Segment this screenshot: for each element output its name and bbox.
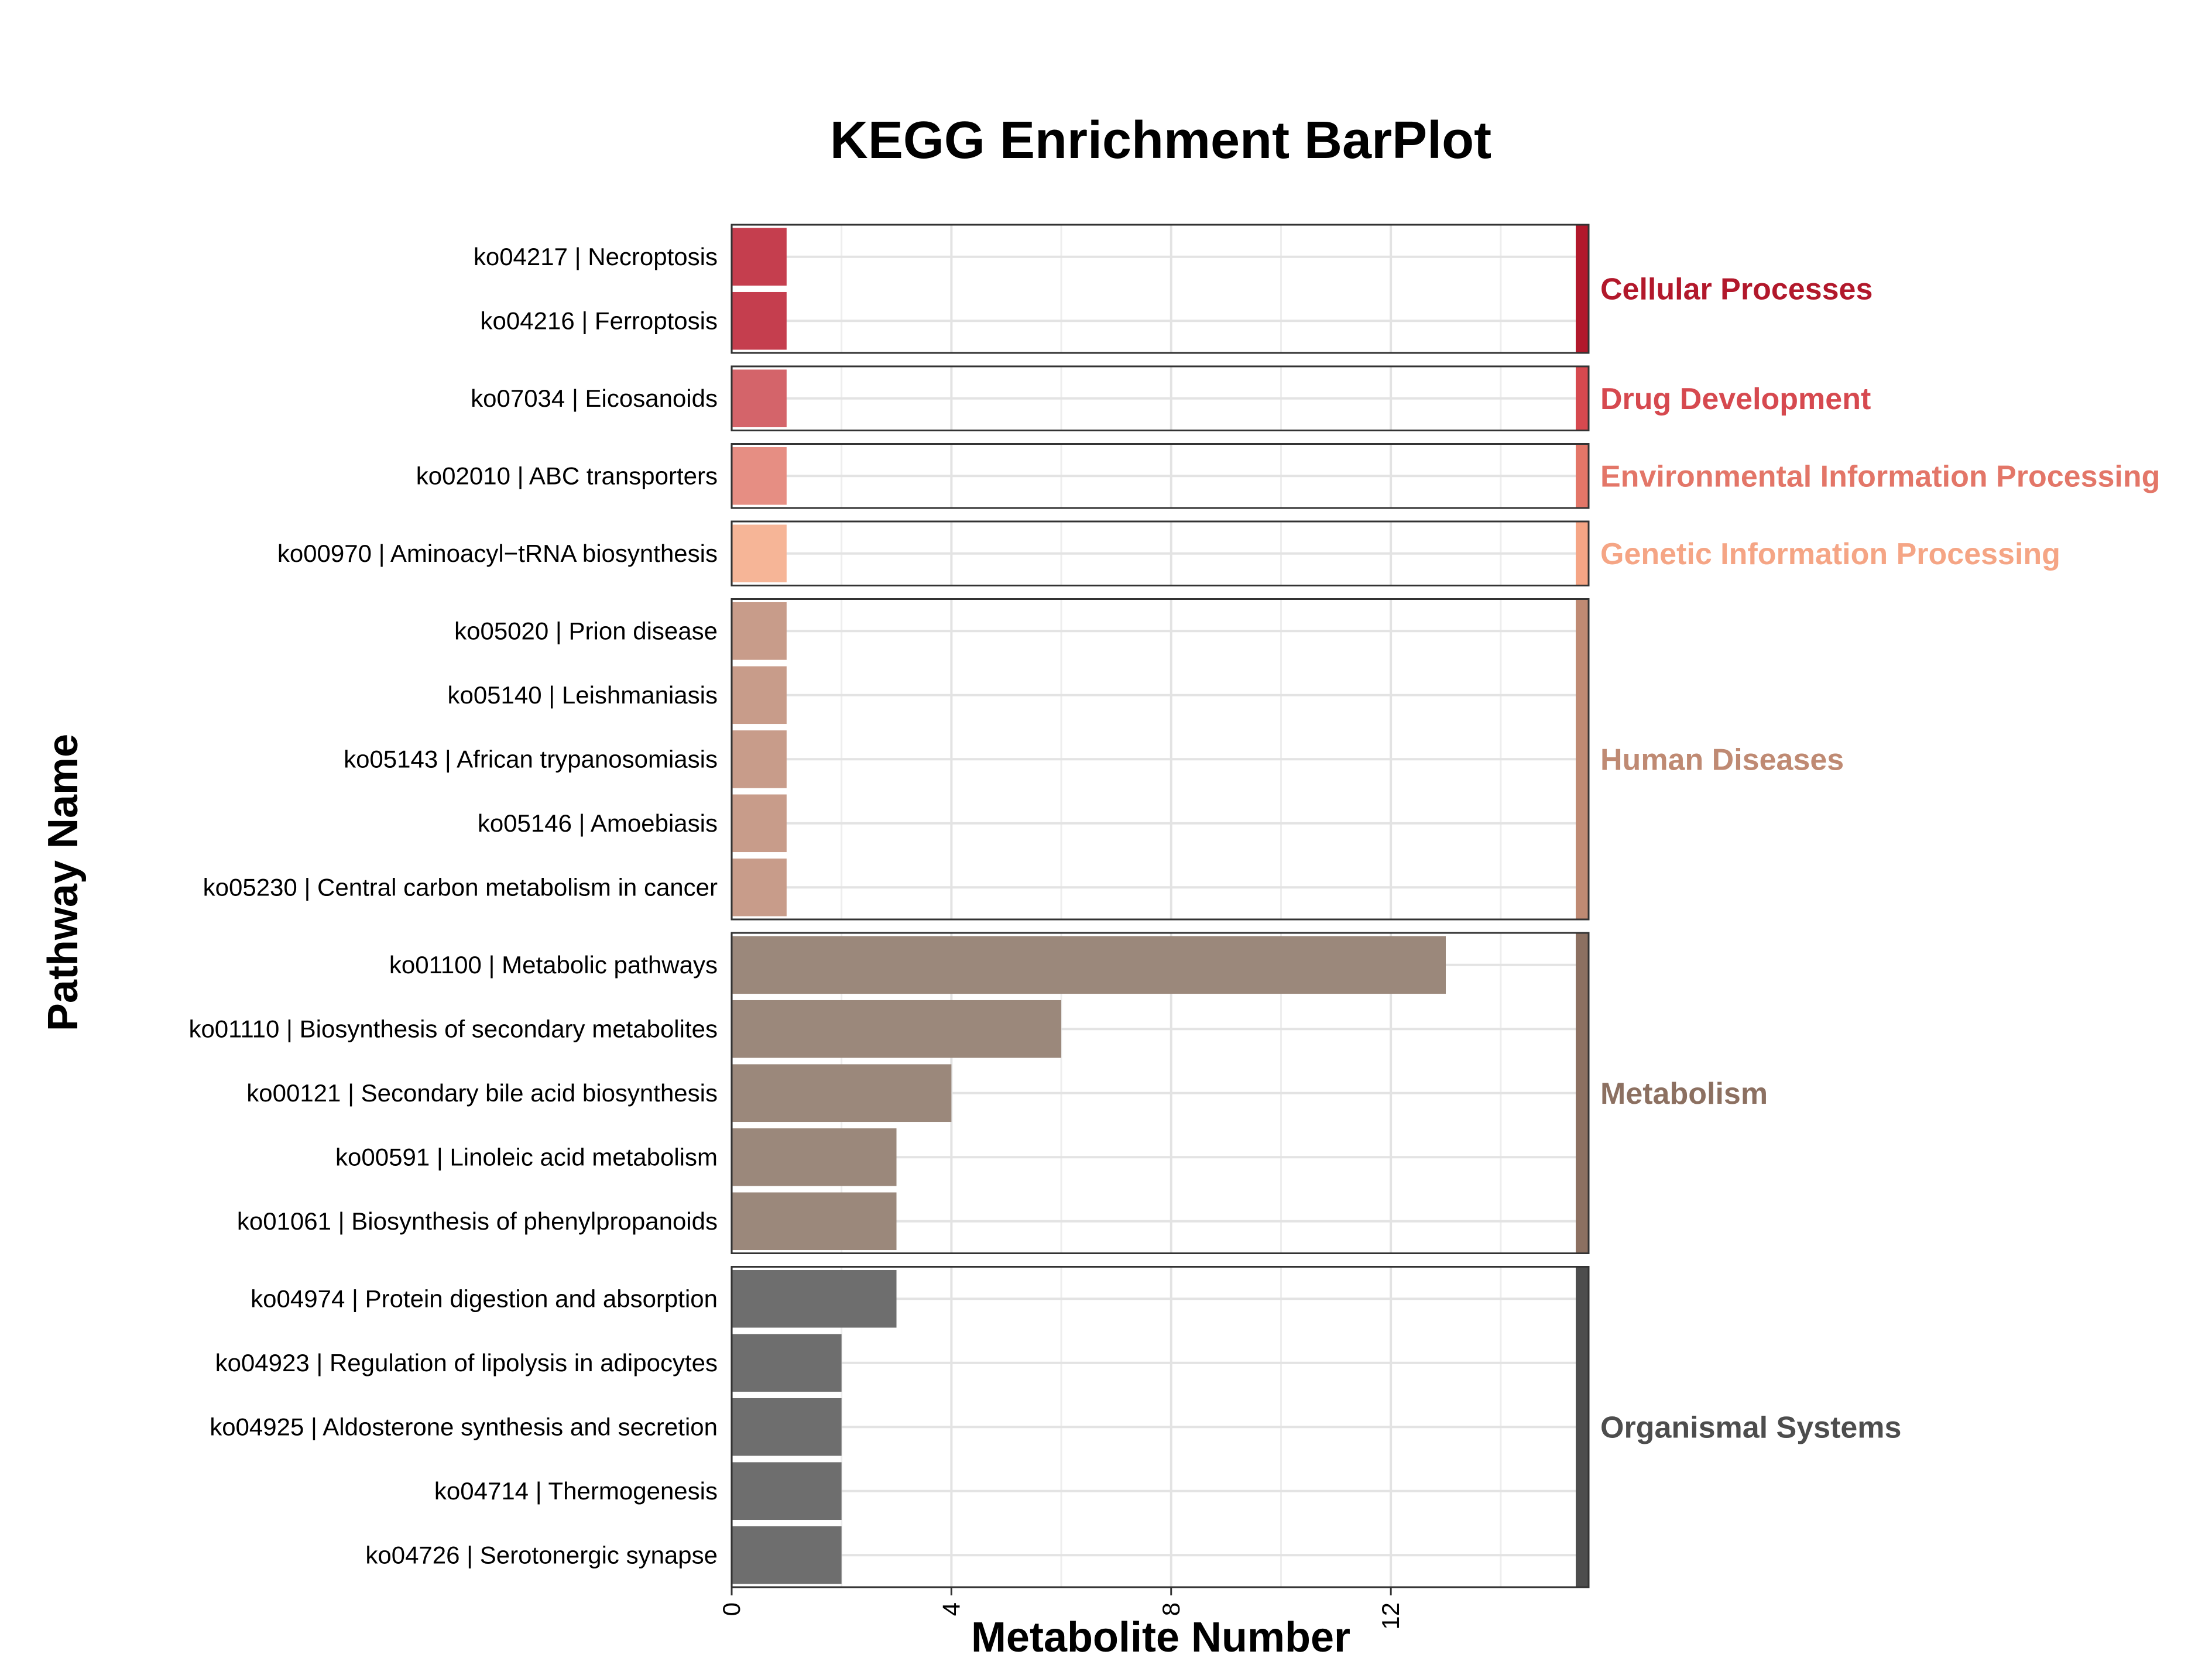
bar [732,858,787,916]
facet-panel: ko00970 | Aminoacyl−tRNA biosynthesis Gen… [277,520,2060,586]
panel-border [731,1266,1590,1588]
y-tick-label: ko04925 | Aldosterone synthesis and secr… [210,1413,718,1440]
bar [732,602,787,660]
x-axis: 0 4 8 12 [718,1587,1404,1630]
y-tick-label: ko04726 | Serotonergic synapse [365,1541,718,1568]
y-tick-label: ko00591 | Linoleic acid metabolism [335,1143,718,1170]
y-tick-label: ko00970 | Aminoacyl−tRNA biosynthesis [277,540,718,567]
y-axis-title: Pathway Name [40,734,87,1031]
bar [732,1192,897,1251]
group-label: Drug Development [1600,382,1871,416]
panel-border [731,932,1590,1254]
y-tick-label: ko04216 | Ferroptosis [481,307,718,334]
panel-border [731,224,1590,354]
bar [732,524,787,583]
facet-panel: ko05020 | Prion disease ko05140 | Leishma… [203,598,1844,921]
group-label: Environmental Information Processing [1600,459,2160,493]
facet-panel: ko07034 | Eicosanoids Drug Development [471,365,1871,431]
x-tick-label: 8 [1157,1602,1185,1616]
bar [732,730,787,788]
bar [732,447,787,505]
y-tick-label: ko04923 | Regulation of lipolysis in adi… [215,1349,718,1376]
facet-panel: ko04974 | Protein digestion and absorpti… [210,1266,1901,1588]
bar [732,228,787,286]
y-tick-label: ko05230 | Central carbon metabolism in c… [203,873,718,901]
bar [732,1334,842,1392]
y-tick-label: ko05140 | Leishmaniasis [447,681,718,709]
group-label: Metabolism [1600,1077,1768,1111]
facet-panels: ko04217 | Necroptosis ko04216 | Ferroptos… [188,224,2160,1588]
panel-border [731,520,1590,586]
y-tick-label: ko01110 | Biosynthesis of secondary meta… [188,1015,718,1042]
y-tick-label: ko04714 | Thermogenesis [434,1477,718,1505]
panel-border [731,365,1590,431]
y-tick-label: ko07034 | Eicosanoids [471,385,718,412]
bar [732,1269,897,1328]
group-label: Cellular Processes [1600,273,1873,307]
group-strip [1576,933,1589,1254]
group-label: Human Diseases [1600,743,1844,777]
y-tick-label: ko00121 | Secondary bile acid biosynthes… [246,1079,718,1107]
bar [732,1398,842,1456]
bar [732,1000,1062,1058]
bar [732,369,787,428]
group-strip [1576,444,1589,508]
panel-border [731,443,1590,509]
y-tick-label: ko05143 | African trypanosomiasis [344,745,718,773]
group-strip [1576,1266,1589,1587]
group-label: Genetic Information Processing [1600,537,2060,571]
y-tick-label: ko02010 | ABC transporters [416,462,718,489]
y-tick-label: ko04217 | Necroptosis [474,243,718,270]
facet-panel: ko04217 | Necroptosis ko04216 | Ferroptos… [474,224,1873,354]
group-strip [1576,366,1589,431]
x-axis-title: Metabolite Number [971,1614,1350,1658]
y-tick-label: ko05146 | Amoebiasis [478,809,718,837]
panel-border [731,598,1590,921]
y-tick-label: ko01100 | Metabolic pathways [389,951,718,979]
facet-panel: ko02010 | ABC transporters Environmental … [416,443,2160,509]
bar [732,291,787,350]
panel-background [732,225,1589,353]
group-label: Organismal Systems [1600,1410,1901,1444]
bar [732,936,1446,994]
bar [732,1128,897,1186]
bar [732,1064,952,1123]
y-tick-label: ko01061 | Biosynthesis of phenylpropanoi… [237,1207,718,1235]
x-tick-label: 4 [937,1602,965,1616]
bar [732,794,787,853]
bar [732,1526,842,1584]
bar [732,666,787,725]
x-tick-label: 0 [718,1602,745,1616]
y-tick-label: ko05020 | Prion disease [454,617,718,644]
y-tick-label: ko04974 | Protein digestion and absorpti… [251,1285,718,1312]
group-strip [1576,521,1589,586]
chart-title: KEGG Enrichment BarPlot [830,111,1491,170]
group-strip [1576,225,1589,353]
facet-panel: ko01100 | Metabolic pathways ko01110 | Bi… [188,932,1768,1254]
group-strip [1576,599,1589,919]
bar [732,1462,842,1520]
x-tick-label: 12 [1377,1602,1404,1630]
